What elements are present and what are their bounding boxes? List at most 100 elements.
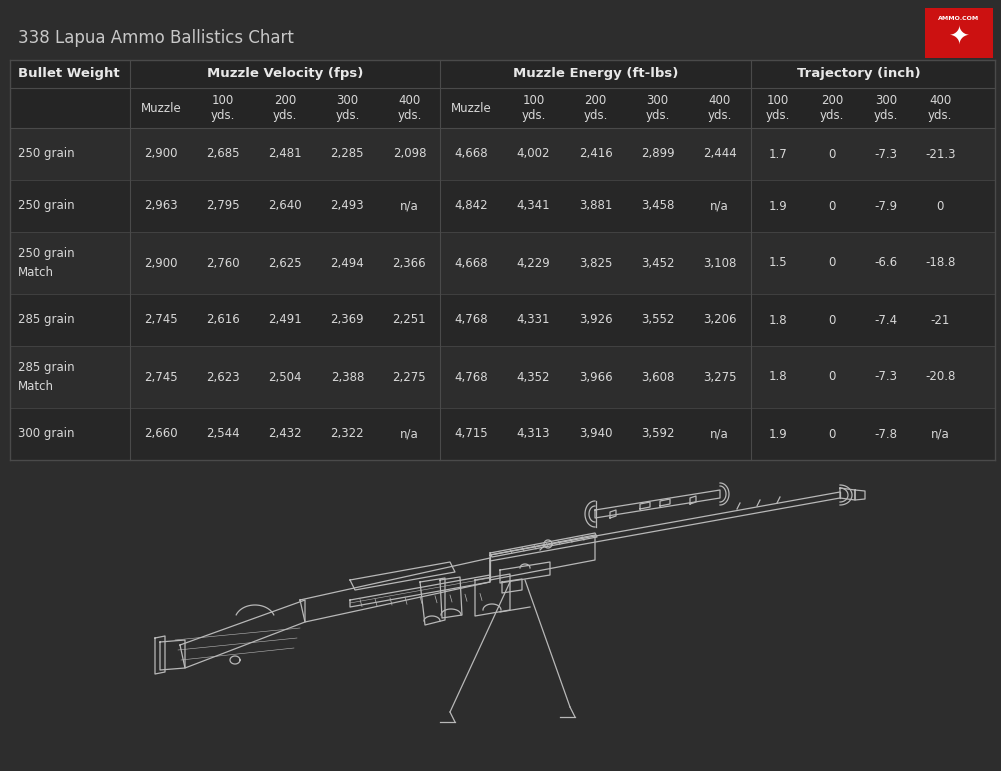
Text: -18.8: -18.8 (925, 257, 956, 270)
Text: 2,493: 2,493 (330, 200, 364, 213)
Text: 2,275: 2,275 (392, 371, 426, 383)
Bar (10, 232, 995, 294)
Text: Muzzle Energy (ft-lbs): Muzzle Energy (ft-lbs) (513, 68, 679, 80)
Text: yds.: yds. (766, 109, 790, 123)
Text: 2,416: 2,416 (579, 147, 613, 160)
Text: 3,881: 3,881 (579, 200, 613, 213)
Text: 2,745: 2,745 (144, 371, 178, 383)
Text: yds.: yds. (522, 109, 546, 123)
Text: 300: 300 (647, 93, 669, 106)
Text: 100: 100 (212, 93, 234, 106)
Text: 2,098: 2,098 (392, 147, 426, 160)
Text: 4,768: 4,768 (454, 314, 488, 326)
Text: 1.8: 1.8 (769, 314, 787, 326)
Bar (10, 60, 995, 440)
Text: AMMO.COM: AMMO.COM (938, 15, 980, 21)
Text: -20.8: -20.8 (925, 371, 956, 383)
Text: 2,623: 2,623 (206, 371, 240, 383)
Text: yds.: yds. (646, 109, 670, 123)
Text: yds.: yds. (874, 109, 898, 123)
Text: yds.: yds. (335, 109, 359, 123)
Text: 300: 300 (336, 93, 358, 106)
Text: -21.3: -21.3 (925, 147, 956, 160)
Text: 2,900: 2,900 (144, 257, 178, 270)
Text: yds.: yds. (708, 109, 732, 123)
Text: 100: 100 (523, 93, 545, 106)
Text: 2,504: 2,504 (268, 371, 302, 383)
Text: n/a: n/a (711, 200, 729, 213)
Text: 2,444: 2,444 (703, 147, 737, 160)
Text: 2,760: 2,760 (206, 257, 240, 270)
Text: 1.8: 1.8 (769, 371, 787, 383)
Text: 2,795: 2,795 (206, 200, 240, 213)
Text: 0: 0 (828, 257, 836, 270)
Text: 4,352: 4,352 (517, 371, 551, 383)
Text: 338 Lapua Ammo Ballistics Chart: 338 Lapua Ammo Ballistics Chart (18, 29, 294, 47)
Text: 2,494: 2,494 (330, 257, 364, 270)
Text: Bullet Weight: Bullet Weight (18, 68, 120, 80)
Text: 200: 200 (274, 93, 296, 106)
Text: 3,458: 3,458 (641, 200, 675, 213)
Text: 250 grain: 250 grain (18, 147, 75, 160)
Text: 4,341: 4,341 (517, 200, 551, 213)
Text: yds.: yds. (273, 109, 297, 123)
Text: 285 grain: 285 grain (18, 362, 75, 375)
Text: 250 grain: 250 grain (18, 247, 75, 261)
Text: 1.9: 1.9 (769, 427, 787, 440)
Text: 0: 0 (828, 314, 836, 326)
Text: yds.: yds. (397, 109, 421, 123)
Text: 2,481: 2,481 (268, 147, 302, 160)
Text: 400: 400 (709, 93, 731, 106)
Bar (10, 408, 995, 460)
Text: yds.: yds. (928, 109, 953, 123)
Text: 4,842: 4,842 (454, 200, 488, 213)
Text: 2,640: 2,640 (268, 200, 302, 213)
Text: 2,544: 2,544 (206, 427, 240, 440)
Text: 2,745: 2,745 (144, 314, 178, 326)
Text: Muzzle: Muzzle (451, 102, 491, 115)
Text: -7.8: -7.8 (875, 427, 898, 440)
Bar (10, 180, 995, 232)
Text: n/a: n/a (400, 427, 418, 440)
Text: 0: 0 (828, 427, 836, 440)
Text: 2,625: 2,625 (268, 257, 302, 270)
Text: 4,313: 4,313 (517, 427, 551, 440)
Text: 3,552: 3,552 (641, 314, 675, 326)
Text: yds.: yds. (584, 109, 608, 123)
Text: 300: 300 (875, 93, 897, 106)
Text: 1.7: 1.7 (769, 147, 787, 160)
Text: 2,251: 2,251 (392, 314, 426, 326)
Bar (10, 128, 995, 180)
Bar (10, 346, 995, 408)
Text: 1.5: 1.5 (769, 257, 787, 270)
Text: -6.6: -6.6 (875, 257, 898, 270)
Text: 3,825: 3,825 (579, 257, 613, 270)
Text: 2,616: 2,616 (206, 314, 240, 326)
Text: 200: 200 (821, 93, 843, 106)
Text: 2,322: 2,322 (330, 427, 364, 440)
Text: yds.: yds. (211, 109, 235, 123)
Text: 4,715: 4,715 (454, 427, 488, 440)
Text: Match: Match (18, 379, 54, 392)
Text: 4,002: 4,002 (517, 147, 551, 160)
Text: 2,388: 2,388 (330, 371, 364, 383)
Text: -7.4: -7.4 (875, 314, 898, 326)
Text: 2,900: 2,900 (144, 147, 178, 160)
Text: 2,369: 2,369 (330, 314, 364, 326)
Text: -7.3: -7.3 (875, 147, 898, 160)
Text: ✦: ✦ (949, 26, 970, 50)
Text: 0: 0 (828, 200, 836, 213)
Bar (10, 294, 995, 346)
Text: 3,926: 3,926 (579, 314, 613, 326)
Text: 300 grain: 300 grain (18, 427, 74, 440)
Text: 400: 400 (929, 93, 952, 106)
Text: n/a: n/a (711, 427, 729, 440)
Text: 285 grain: 285 grain (18, 314, 75, 326)
Text: 4,768: 4,768 (454, 371, 488, 383)
Text: 2,285: 2,285 (330, 147, 364, 160)
Text: 3,452: 3,452 (641, 257, 675, 270)
Text: -7.3: -7.3 (875, 371, 898, 383)
Text: 1.9: 1.9 (769, 200, 787, 213)
Text: 0: 0 (937, 200, 944, 213)
Bar (10, 60, 995, 88)
